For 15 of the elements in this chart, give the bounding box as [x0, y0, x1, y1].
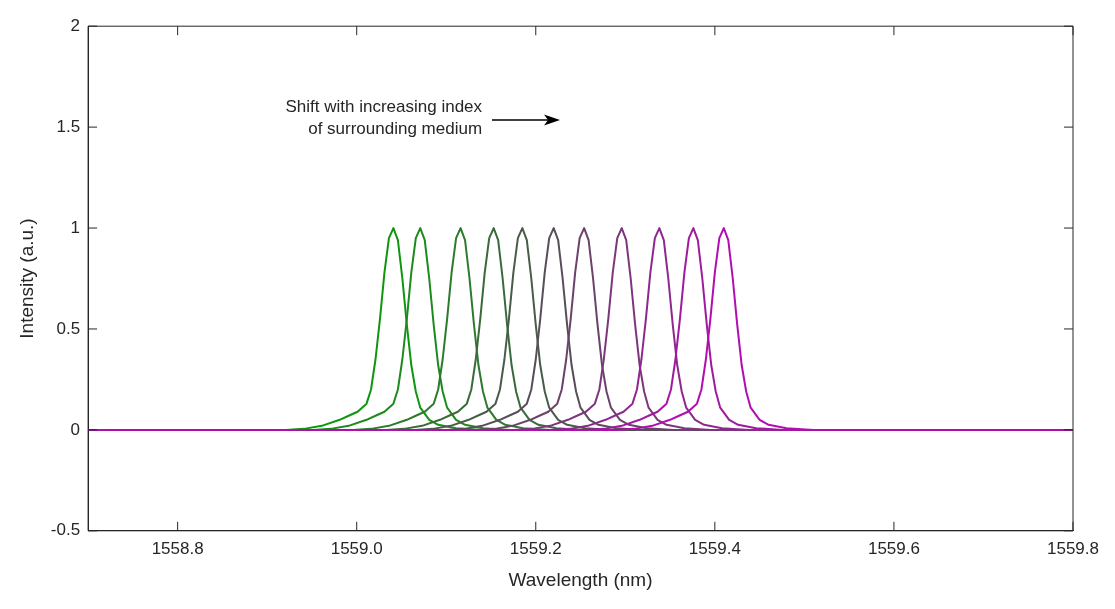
x-axis-title: Wavelength (nm) [508, 568, 653, 590]
y-tick-label: 1 [70, 217, 81, 237]
x-tick-label: 1559.2 [509, 538, 562, 558]
y-tick-label: 1.5 [56, 116, 81, 136]
x-tick-label: 1559.4 [688, 538, 741, 558]
y-tick-label: 0.5 [56, 318, 81, 338]
x-tick-label: 1559.0 [330, 538, 383, 558]
x-tick-label: 1559.6 [867, 538, 920, 558]
annotation: Shift with increasing index of surrounding medium [285, 96, 483, 138]
x-tick-label: 1559.8 [1047, 538, 1099, 558]
y-tick-label: 0 [70, 419, 81, 439]
y-tick-label: -0.5 [50, 520, 81, 540]
y-tick-label: 2 [70, 15, 81, 35]
y-axis-title: Intensity (a.u.) [15, 218, 37, 339]
x-tick-label: 1558.8 [151, 538, 204, 558]
